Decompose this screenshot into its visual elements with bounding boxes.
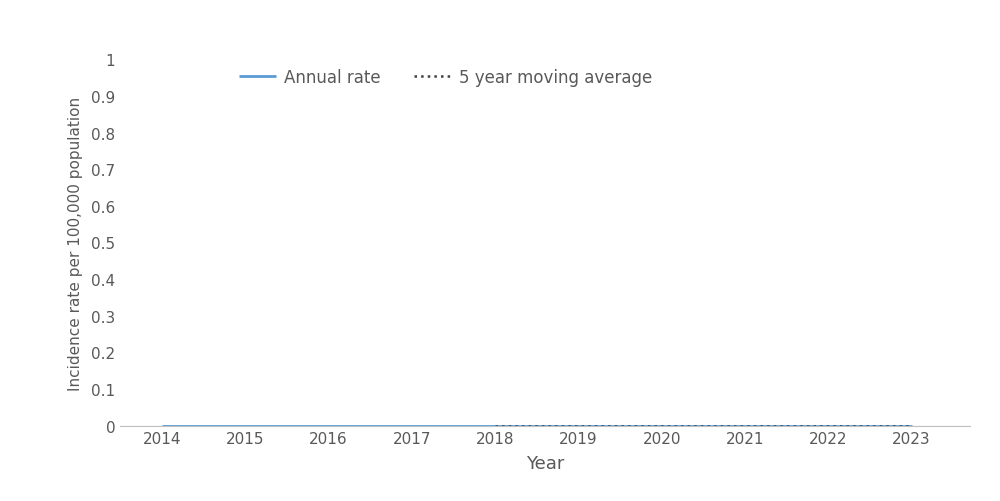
Annual rate: [489, 423, 501, 429]
X-axis label: Year: Year: [526, 454, 564, 472]
Annual rate: [656, 423, 668, 429]
Annual rate: [239, 423, 251, 429]
Annual rate: [322, 423, 334, 429]
5 year moving average: [656, 423, 668, 429]
Y-axis label: Incidence rate per 100,000 population: Incidence rate per 100,000 population: [68, 96, 83, 390]
Annual rate: [156, 423, 168, 429]
5 year moving average: [739, 423, 751, 429]
Annual rate: [572, 423, 584, 429]
Legend: Annual rate, 5 year moving average: Annual rate, 5 year moving average: [239, 69, 652, 86]
5 year moving average: [822, 423, 834, 429]
Annual rate: [906, 423, 918, 429]
5 year moving average: [572, 423, 584, 429]
5 year moving average: [489, 423, 501, 429]
Annual rate: [406, 423, 418, 429]
5 year moving average: [906, 423, 918, 429]
Annual rate: [739, 423, 751, 429]
Annual rate: [822, 423, 834, 429]
